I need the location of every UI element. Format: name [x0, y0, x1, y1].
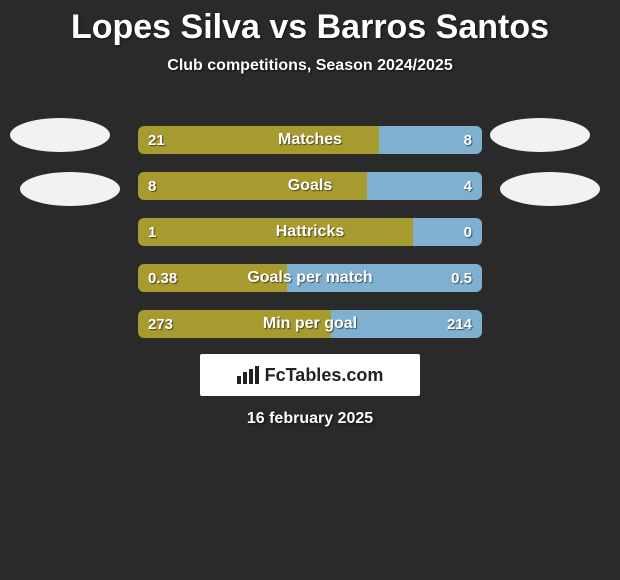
bar-segment-left: [138, 264, 287, 292]
page-subtitle: Club competitions, Season 2024/2025: [0, 57, 620, 75]
bar-segment-left: [138, 126, 379, 154]
brand-chart-icon: [237, 366, 259, 384]
avatar-p2-bottom: [500, 172, 600, 206]
brand-box: FcTables.com: [200, 354, 420, 396]
bar-row: Hattricks10: [138, 218, 482, 246]
comparison-chart: Matches218 Goals84 Hattricks10 Goals per ma…: [138, 126, 482, 356]
bar-row: Matches218: [138, 126, 482, 154]
bar-segment-right: [287, 264, 482, 292]
bar-segment-right: [367, 172, 482, 200]
avatar-p1-bottom: [20, 172, 120, 206]
bar-segment-left: [138, 218, 413, 246]
bar-row: Goals per match0.380.5: [138, 264, 482, 292]
bar-segment-right: [379, 126, 482, 154]
bar-segment-right: [331, 310, 482, 338]
bar-row: Goals84: [138, 172, 482, 200]
avatar-p1-top: [10, 118, 110, 152]
footer-date: 16 february 2025: [0, 410, 620, 428]
bar-segment-left: [138, 172, 367, 200]
avatar-p2-top: [490, 118, 590, 152]
bar-row: Min per goal273214: [138, 310, 482, 338]
bar-segment-left: [138, 310, 331, 338]
bar-segment-right: [413, 218, 482, 246]
brand-text: FcTables.com: [265, 365, 384, 386]
page-title: Lopes Silva vs Barros Santos: [0, 0, 620, 47]
